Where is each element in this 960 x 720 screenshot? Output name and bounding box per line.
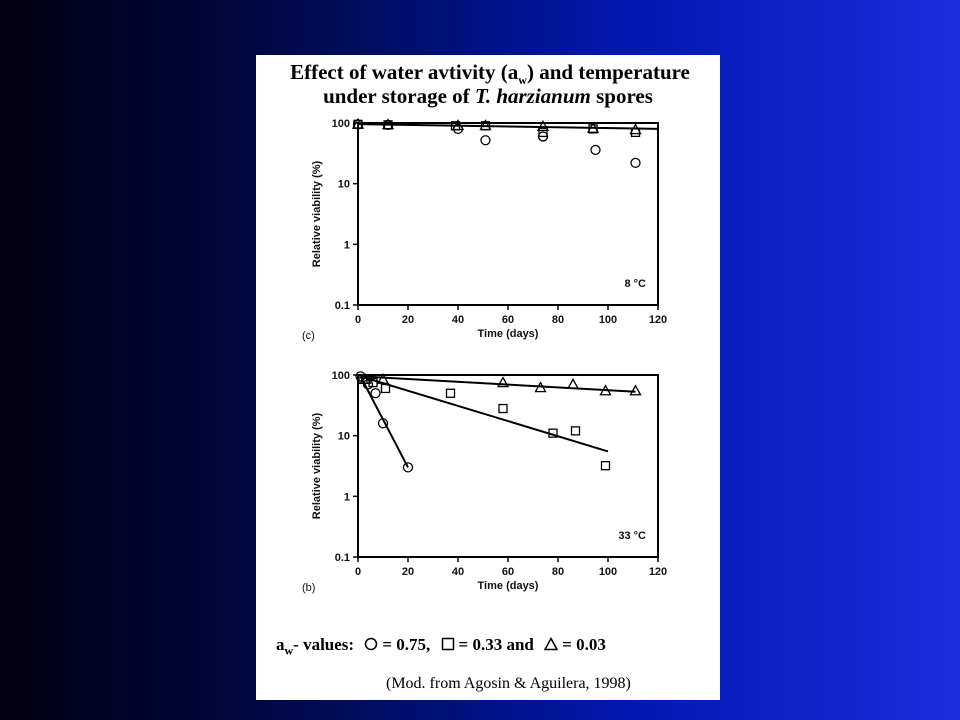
data-point-square <box>588 124 598 134</box>
y-axis-title: Relative viability (%) <box>311 412 323 519</box>
trend-line <box>360 375 609 453</box>
slide-panel: Effect of water avtivity (aw) and temper… <box>256 55 720 700</box>
chart-33c: 0 20 40 60 80 100 120 0.1 1 10 100 Time (days) Relat… <box>302 370 667 594</box>
data-point-square <box>368 377 378 388</box>
x-tick-label: 120 <box>649 566 667 578</box>
y-tick-label: 100 <box>332 370 350 382</box>
legend-label: - values: <box>293 635 355 654</box>
plot-frame <box>357 122 659 306</box>
temperature-label: 33 °C <box>618 530 646 542</box>
trend-line <box>359 375 409 468</box>
plot-frame <box>357 374 659 558</box>
y-tick-label: 10 <box>338 431 350 443</box>
temperature-label: 8 °C <box>624 278 646 290</box>
panel-label: (b) <box>302 582 315 594</box>
data-point-circle <box>370 388 381 399</box>
x-tick-label: 100 <box>599 566 617 578</box>
panel-label: (c) <box>302 330 315 342</box>
data-point-circle <box>590 144 601 156</box>
x-tick-label: 0 <box>355 566 361 578</box>
data-point-triangle <box>479 119 492 131</box>
legend: aw- values: = 0.75, = 0.33 and = 0.03 <box>276 635 716 658</box>
x-tick-label: 40 <box>452 566 464 578</box>
data-point-square <box>548 428 558 438</box>
y-tick-label: 0.1 <box>335 552 350 564</box>
slide-title-line-1: Effect of water avtivity (aw) and temper… <box>258 60 722 92</box>
data-point-triangle <box>351 117 365 129</box>
x-tick-label: 120 <box>649 314 667 326</box>
x-axis-title: Time (days) <box>478 328 539 340</box>
data-point-triangle <box>566 378 580 390</box>
title-subscript: w <box>518 73 527 88</box>
chart-8c: 0 20 40 60 80 100 120 0.1 1 10 100 Time (days) Relat… <box>302 117 667 342</box>
data-point-triangle <box>451 119 465 131</box>
data-point-square <box>498 403 508 414</box>
legend-item-text: = 0.75, <box>382 635 431 654</box>
data-point-square <box>445 388 456 398</box>
title-text: ) and temperature <box>526 60 690 84</box>
data-point-triangle <box>599 384 612 396</box>
data-point-triangle <box>376 372 390 384</box>
legend-item-text: = 0.33 and <box>458 635 534 654</box>
slide-title-line-2: under storage of T. harzianum spores <box>256 84 720 108</box>
x-tick-label: 80 <box>552 314 564 326</box>
circle-marker-icon <box>364 636 378 656</box>
title-text: under storage of <box>323 84 475 108</box>
x-tick-label: 0 <box>355 314 361 326</box>
legend-prefix: a <box>276 635 285 654</box>
source-citation: (Mod. from Agosin & Aguilera, 1998) <box>386 675 631 692</box>
species-name: T. harzianum <box>474 84 591 108</box>
trend-line <box>360 375 636 393</box>
y-tick-label: 1 <box>344 239 350 251</box>
x-tick-label: 20 <box>402 314 414 326</box>
title-text: spores <box>590 84 653 108</box>
x-axis-title: Time (days) <box>478 580 539 592</box>
y-tick-label: 1 <box>344 491 350 503</box>
triangle-marker-icon <box>543 636 559 656</box>
data-point-square <box>538 127 548 138</box>
data-point-circle <box>630 157 641 169</box>
data-point-square <box>380 383 391 394</box>
data-point-triangle <box>381 118 395 130</box>
y-axis-title: Relative viability (%) <box>311 160 323 267</box>
data-point-circle <box>402 462 414 473</box>
x-tick-label: 20 <box>402 566 414 578</box>
legend-item-text: = 0.03 <box>562 635 606 654</box>
data-point-triangle <box>629 384 642 396</box>
data-point-triangle <box>496 376 510 388</box>
y-tick-label: 10 <box>338 179 350 191</box>
data-point-triangle <box>536 120 550 132</box>
x-tick-label: 60 <box>502 566 514 578</box>
y-tick-label: 100 <box>332 118 350 130</box>
data-point-triangle <box>534 381 547 393</box>
x-tick-label: 80 <box>552 566 564 578</box>
data-point-square <box>600 461 611 471</box>
x-tick-label: 100 <box>599 314 617 326</box>
trend-line <box>357 123 659 130</box>
x-tick-label: 60 <box>502 314 514 326</box>
data-point-square <box>570 426 581 436</box>
data-point-circle <box>480 135 491 146</box>
legend-subscript: w <box>284 643 294 658</box>
y-tick-label: 0.1 <box>335 300 350 312</box>
square-marker-icon <box>441 636 455 656</box>
data-point-triangle <box>629 123 642 135</box>
data-point-circle <box>377 418 389 429</box>
title-text: Effect of water avtivity (a <box>290 60 519 84</box>
x-tick-label: 40 <box>452 314 464 326</box>
data-point-triangle <box>586 121 600 133</box>
data-point-triangle <box>359 372 372 384</box>
